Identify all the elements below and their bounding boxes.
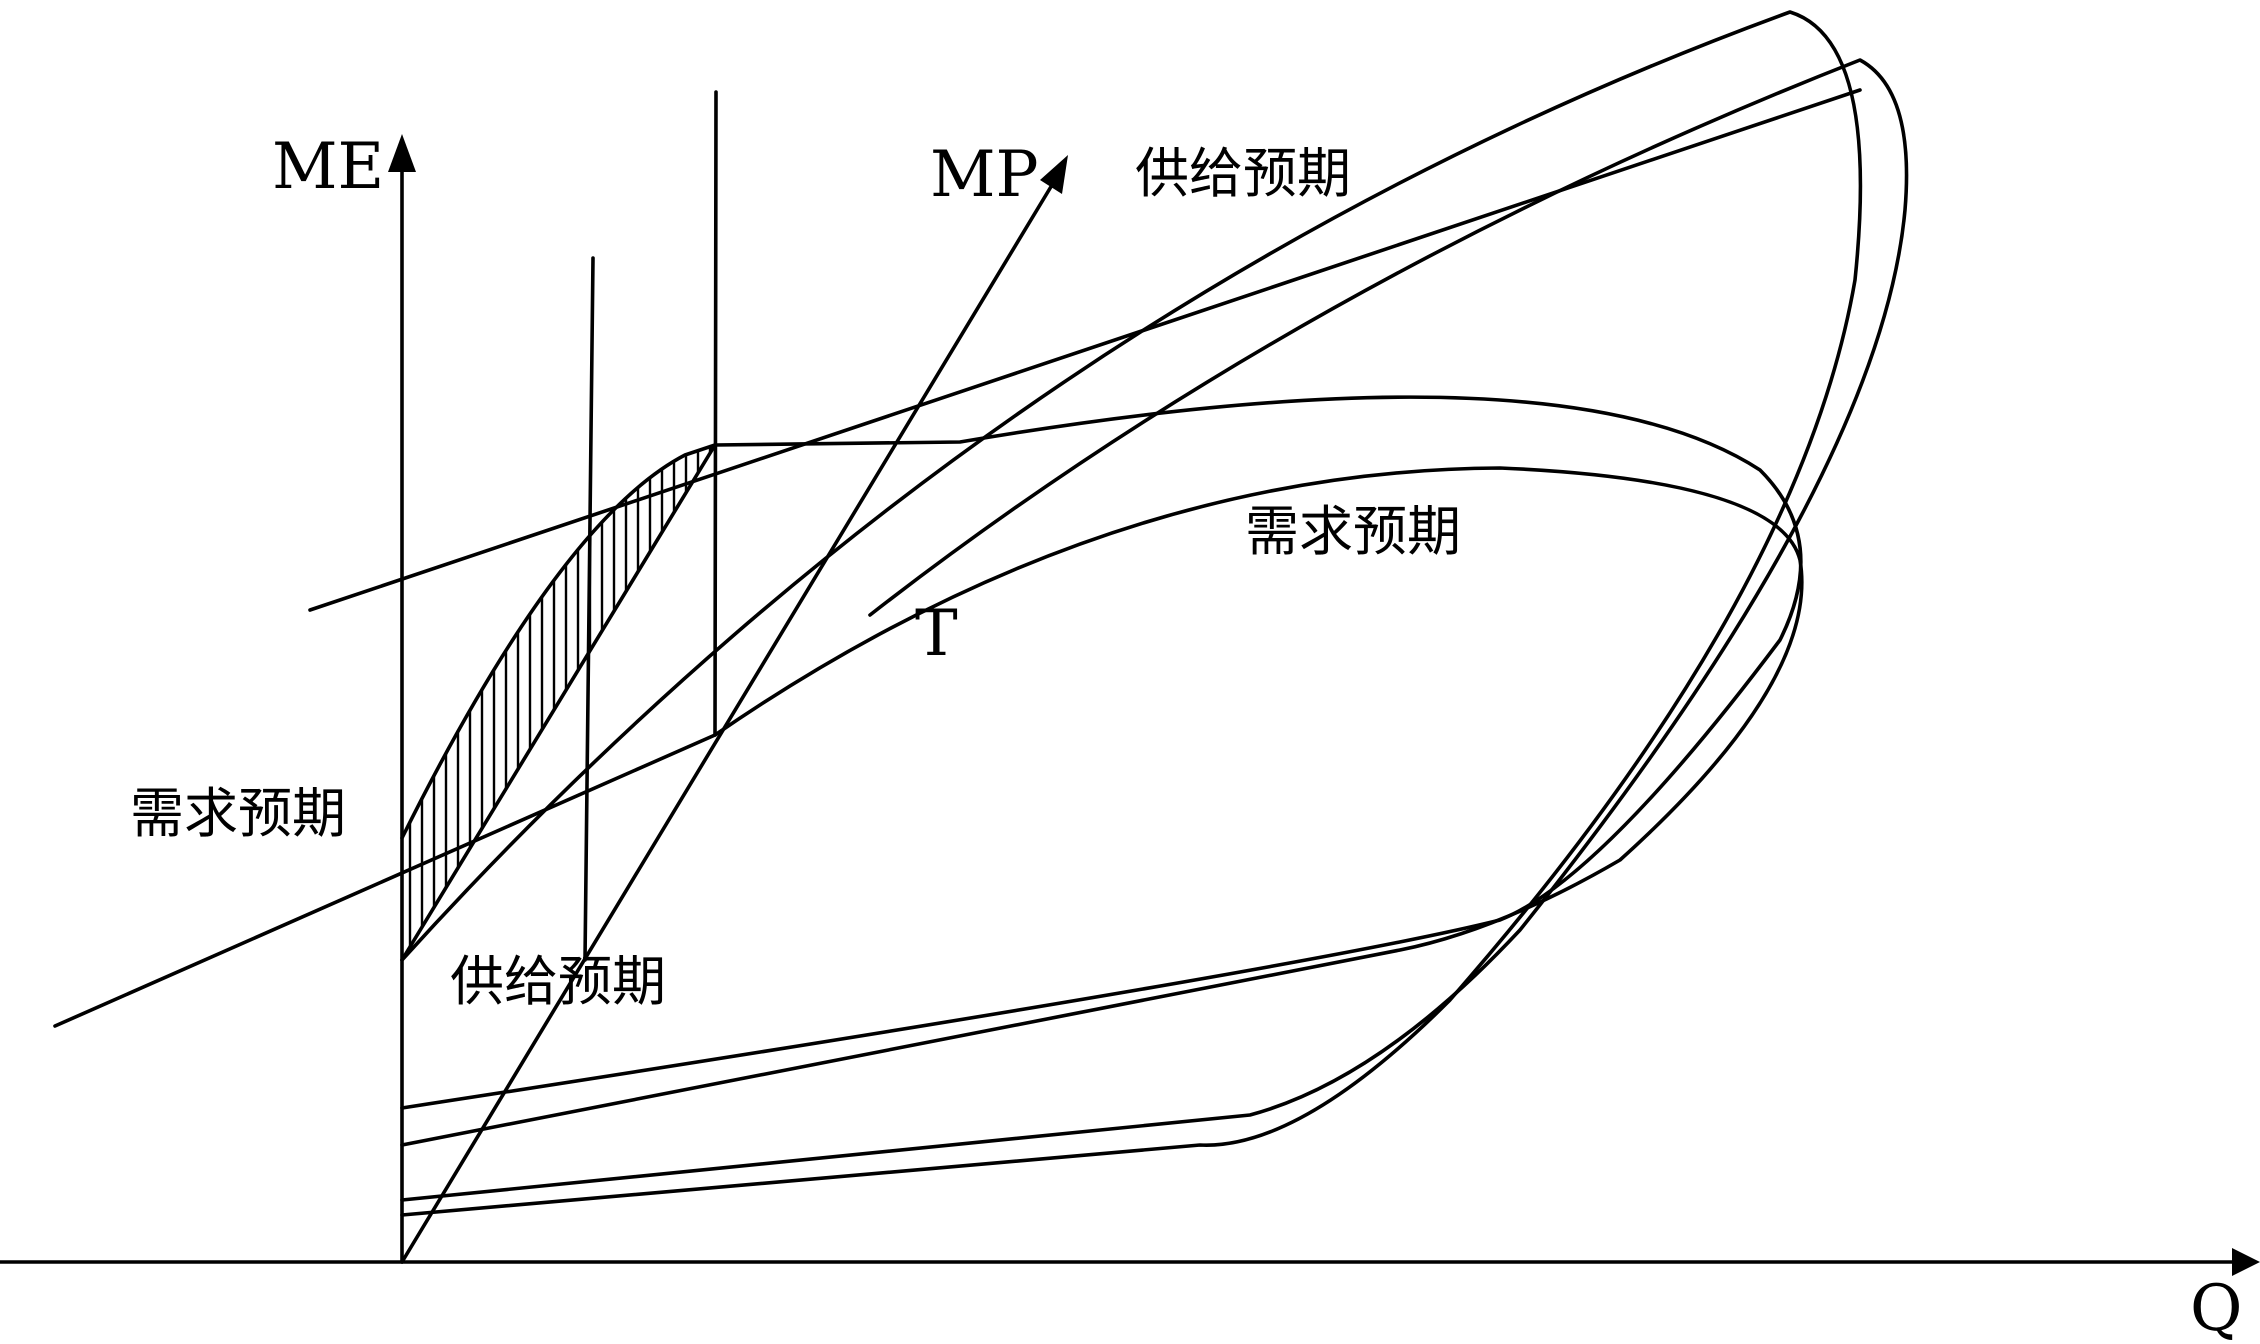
point-t-label: T <box>915 597 958 671</box>
demand-expectation-label-right: 需求预期 <box>1245 500 1461 563</box>
slanted-line-upper <box>308 88 1862 612</box>
straight-lines <box>53 88 1862 1264</box>
demand-curve-lower <box>400 466 1804 1147</box>
supply-curve-inner <box>400 58 1909 1202</box>
demand-expectation-line <box>53 733 717 1028</box>
y-axis-arrow-icon <box>388 134 416 172</box>
demand-curves <box>400 395 1804 1147</box>
supply-expectation-label-bottom: 供给预期 <box>450 950 666 1013</box>
demand-expectation-label-left: 需求预期 <box>130 782 346 845</box>
mp-label: MP <box>930 138 1039 212</box>
demand-curve-upper <box>400 395 1803 1110</box>
mp-arrow-icon <box>1040 155 1068 194</box>
supply-curves <box>400 10 1909 1217</box>
vertical-lines <box>583 90 718 962</box>
labels: ME Q MP 供给预期 需求预期 T 需求预期 供给预期 <box>130 130 2242 1344</box>
hatch-boundary <box>400 443 717 962</box>
x-axis-label: Q <box>2190 1272 2242 1344</box>
vertical-line-tall <box>713 90 718 737</box>
supply-expectation-label-top: 供给预期 <box>1135 142 1351 205</box>
vertical-line-short <box>583 256 595 962</box>
mp-ray <box>400 183 1054 1264</box>
axes <box>0 134 2260 1276</box>
x-axis-arrow-icon <box>2232 1248 2260 1276</box>
supply-curve-outer <box>400 10 1863 1217</box>
y-axis-label: ME <box>272 130 384 204</box>
